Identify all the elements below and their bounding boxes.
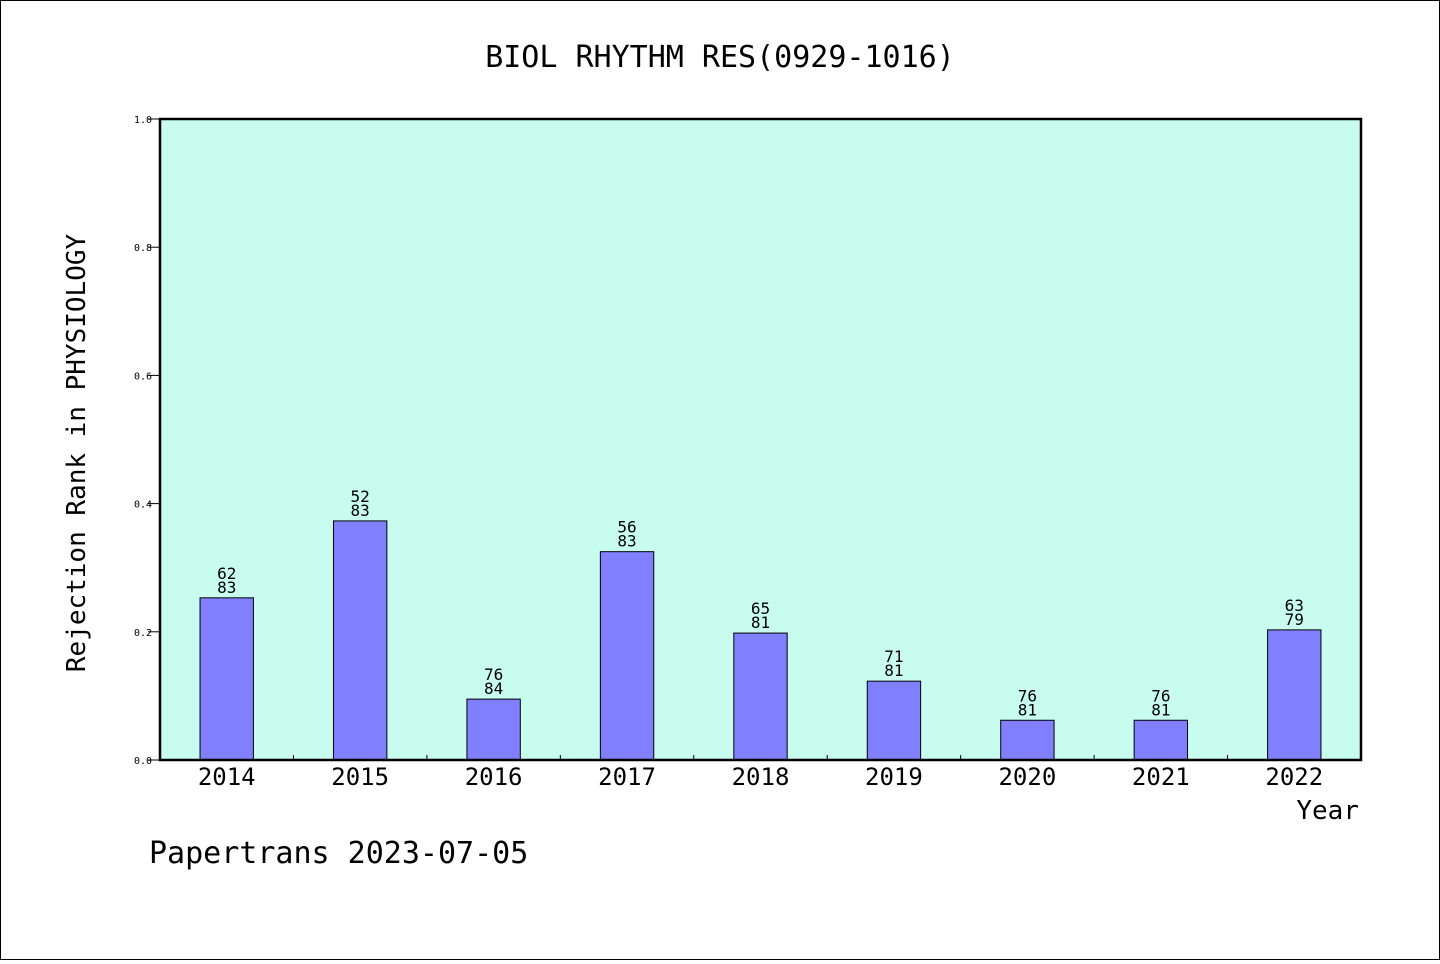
bar-2020 bbox=[1000, 719, 1055, 761]
bar-label-top: 62 bbox=[217, 564, 236, 583]
x-tick-label: 2019 bbox=[865, 763, 923, 791]
x-axis-title: Year bbox=[1296, 796, 1359, 826]
bar-label-bottom: 83 bbox=[617, 532, 636, 551]
x-tick-label: 2020 bbox=[998, 763, 1056, 791]
y-tick-label: 0.8 bbox=[134, 243, 152, 254]
bar-2021 bbox=[1133, 719, 1189, 761]
plot-border bbox=[158, 117, 1363, 762]
chart-title: BIOL RHYTHM RES(0929-1016) bbox=[485, 40, 955, 75]
footer-text: Papertrans 2023-07-05 bbox=[149, 836, 528, 871]
y-tick-label: 0.6 bbox=[134, 371, 152, 382]
bar-label-top: 65 bbox=[751, 599, 770, 618]
y-tick-label: 1.0 bbox=[134, 115, 152, 126]
bar-label-top: 71 bbox=[884, 647, 903, 666]
y-axis-ticks: 0.0 0.2 0.4 0.6 0.8 1.0 bbox=[134, 115, 160, 767]
bars bbox=[199, 520, 1322, 761]
bar-label-bottom: 79 bbox=[1285, 610, 1304, 629]
bar-label-bottom: 81 bbox=[1151, 700, 1170, 719]
bar-label-bottom: 83 bbox=[351, 501, 370, 520]
x-tick-label: 2015 bbox=[331, 763, 389, 791]
x-tick-label: 2017 bbox=[598, 763, 656, 791]
x-axis-ticks: 2014 2015 2016 2017 2018 2019 2020 2021 2022 bbox=[198, 755, 1323, 791]
bar-2019 bbox=[866, 680, 922, 761]
bar-2016 bbox=[466, 698, 521, 761]
bar-2014 bbox=[199, 597, 254, 761]
bar-label-top: 76 bbox=[1151, 686, 1170, 705]
bar-label-top: 56 bbox=[617, 518, 636, 537]
bar-label-bottom: 81 bbox=[1018, 700, 1037, 719]
y-axis-title: Rejection Rank in PHYSIOLOGY bbox=[62, 234, 92, 673]
x-tick-label: 2018 bbox=[732, 763, 790, 791]
x-tick-label: 2021 bbox=[1132, 763, 1190, 791]
x-tick-label: 2022 bbox=[1265, 763, 1323, 791]
bar-label-bottom: 84 bbox=[484, 679, 503, 698]
bar-label-top: 52 bbox=[351, 487, 370, 506]
bar-label-top: 76 bbox=[1018, 686, 1037, 705]
bar-2017 bbox=[599, 551, 655, 761]
bar-label-bottom: 83 bbox=[217, 578, 236, 597]
x-tick-label: 2014 bbox=[198, 763, 256, 791]
bar-label-bottom: 81 bbox=[884, 661, 903, 680]
y-tick-label: 0.2 bbox=[134, 628, 152, 639]
bar-label-top: 63 bbox=[1285, 596, 1304, 615]
y-tick-label: 0.0 bbox=[134, 756, 152, 767]
bar-label-bottom: 81 bbox=[751, 613, 770, 632]
bar-2022 bbox=[1267, 629, 1322, 761]
bar-label-top: 76 bbox=[484, 665, 503, 684]
y-tick-label: 0.4 bbox=[134, 500, 152, 511]
bar-2018 bbox=[733, 632, 788, 761]
bar-2015 bbox=[332, 520, 388, 761]
x-tick-label: 2016 bbox=[465, 763, 523, 791]
